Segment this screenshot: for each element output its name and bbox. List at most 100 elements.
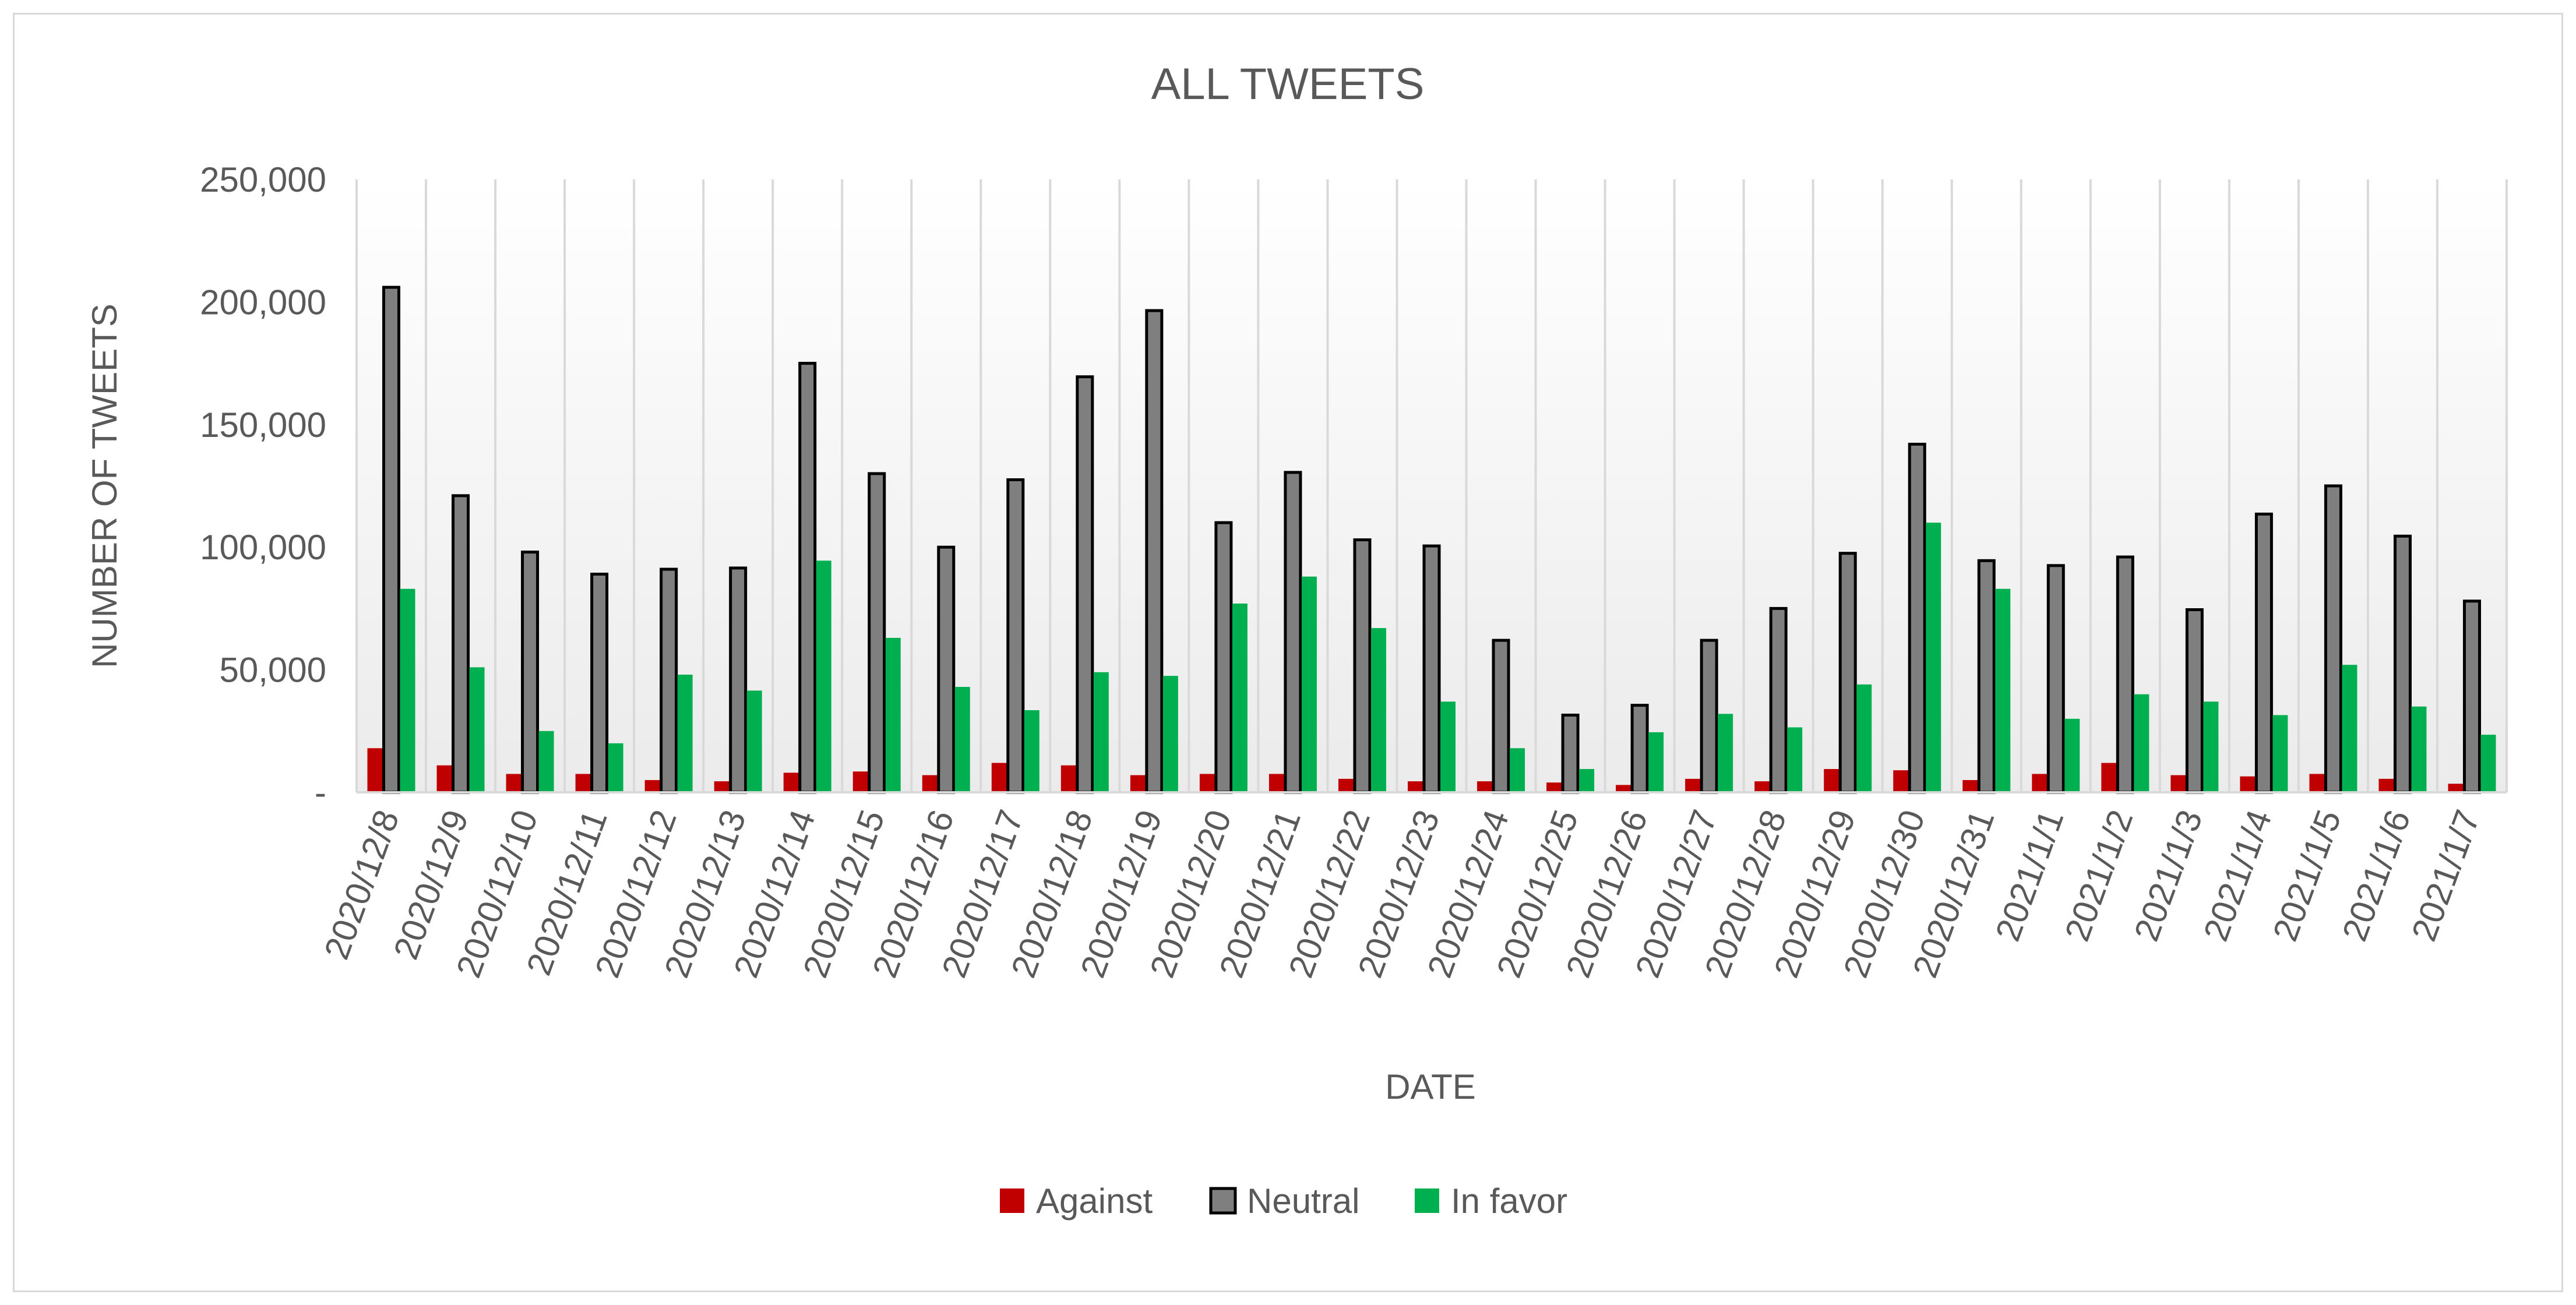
bar-in-favor <box>885 637 901 792</box>
bar-neutral <box>1977 559 1996 794</box>
bar-in-favor <box>954 687 970 792</box>
bar-in-favor <box>1093 672 1109 792</box>
y-tick-label: 250,000 <box>200 160 326 199</box>
bar-against <box>1268 774 1284 792</box>
bar-against <box>1962 780 1978 792</box>
x-tick-label: 2021/1/4 <box>2196 805 2279 946</box>
bar-neutral <box>2254 512 2273 794</box>
y-tick-label: 100,000 <box>200 528 326 567</box>
bar-in-favor <box>1718 714 1733 792</box>
bar-neutral <box>1838 552 1857 794</box>
bar-in-favor <box>2272 715 2288 792</box>
legend-swatch-in-favor <box>1415 1188 1439 1213</box>
bar-neutral <box>1492 639 1510 794</box>
bar-in-favor <box>677 675 693 792</box>
bar-neutral <box>521 551 540 794</box>
bar-against <box>922 775 938 792</box>
legend: Against Neutral In favor <box>1000 1181 1567 1221</box>
bar-in-favor <box>1440 701 1456 792</box>
bar-in-favor <box>2480 735 2496 792</box>
bar-neutral <box>1214 521 1233 794</box>
legend-label: In favor <box>1451 1181 1567 1221</box>
legend-label: Neutral <box>1247 1181 1359 1221</box>
bar-in-favor <box>746 690 762 792</box>
bar-neutral <box>798 362 817 794</box>
y-ticks: - 50,000 100,000 150,000 200,000 250,000 <box>200 160 326 812</box>
bar-in-favor <box>608 743 623 792</box>
bar-neutral <box>2393 534 2412 794</box>
y-tick-label: 50,000 <box>219 651 326 690</box>
bar-against <box>2448 784 2464 792</box>
bar-in-favor <box>1232 603 1248 792</box>
bar-neutral <box>2462 599 2481 794</box>
bar-against <box>1199 774 1215 792</box>
bar-against <box>436 765 452 792</box>
x-ticks: 2020/12/82020/12/92020/12/102020/12/1120… <box>316 805 2487 983</box>
bar-against <box>1685 778 1701 792</box>
y-tick-label: - <box>315 773 326 812</box>
bar-in-favor <box>469 667 485 792</box>
x-tick-label: 2021/1/7 <box>2404 805 2487 946</box>
bar-against <box>2240 776 2256 792</box>
bars <box>367 285 2496 794</box>
bar-against <box>2101 763 2117 792</box>
bar-against <box>2378 778 2394 792</box>
bar-neutral <box>590 572 609 794</box>
bar-in-favor <box>538 731 554 792</box>
bar-neutral <box>1145 309 1164 794</box>
bar-neutral <box>1700 639 1718 794</box>
bar-in-favor <box>816 560 831 792</box>
bar-in-favor <box>1579 769 1595 792</box>
bar-against <box>991 763 1007 792</box>
legend-swatch-against <box>1000 1188 1024 1213</box>
bar-in-favor <box>400 588 415 792</box>
bar-neutral <box>2116 555 2134 794</box>
bar-neutral <box>1353 538 1372 794</box>
x-axis-label: DATE <box>1385 1067 1476 1106</box>
bar-against <box>2032 774 2048 792</box>
bar-in-favor <box>2134 694 2149 792</box>
gridlines <box>355 179 2508 792</box>
bar-in-favor <box>1926 523 1941 792</box>
bar-against <box>1824 769 1840 792</box>
bar-neutral <box>1076 375 1094 794</box>
bar-against <box>714 781 730 792</box>
bar-in-favor <box>2064 718 2080 792</box>
bar-neutral <box>1769 606 1788 794</box>
bar-in-favor <box>1301 576 1317 792</box>
x-tick-label: 2021/1/2 <box>2057 805 2141 946</box>
bar-in-favor <box>1995 588 2011 792</box>
bar-neutral <box>1908 442 1926 794</box>
bar-in-favor <box>1787 727 1803 792</box>
bar-against <box>2309 774 2325 792</box>
y-tick-label: 150,000 <box>200 405 326 445</box>
chart-title: ALL TWEETS <box>1151 59 1425 109</box>
bar-against <box>1338 778 1354 792</box>
y-tick-label: 200,000 <box>200 283 326 322</box>
bar-against <box>367 748 383 792</box>
bar-against <box>575 774 591 792</box>
bar-in-favor <box>1510 748 1525 792</box>
bar-against <box>1477 781 1493 792</box>
bar-against <box>1130 775 1146 792</box>
bar-against <box>1408 781 1423 792</box>
bar-neutral <box>2185 608 2204 794</box>
bar-against <box>1546 782 1562 792</box>
bar-neutral <box>2046 564 2065 794</box>
bar-neutral <box>660 567 678 794</box>
bar-neutral <box>2324 484 2342 794</box>
bar-against <box>1893 770 1909 792</box>
x-tick-label: 2021/1/5 <box>2265 805 2349 946</box>
bar-in-favor <box>2342 665 2357 792</box>
bar-in-favor <box>1024 710 1039 792</box>
bar-against <box>852 771 868 792</box>
bar-in-favor <box>1856 684 1872 792</box>
x-tick-label: 2021/1/1 <box>1988 805 2071 946</box>
legend-label: Against <box>1036 1181 1153 1221</box>
bar-against <box>644 780 660 792</box>
bar-neutral <box>1006 478 1025 794</box>
bar-in-favor <box>1648 732 1664 792</box>
bar-in-favor <box>2203 701 2219 792</box>
bar-neutral <box>729 566 748 794</box>
